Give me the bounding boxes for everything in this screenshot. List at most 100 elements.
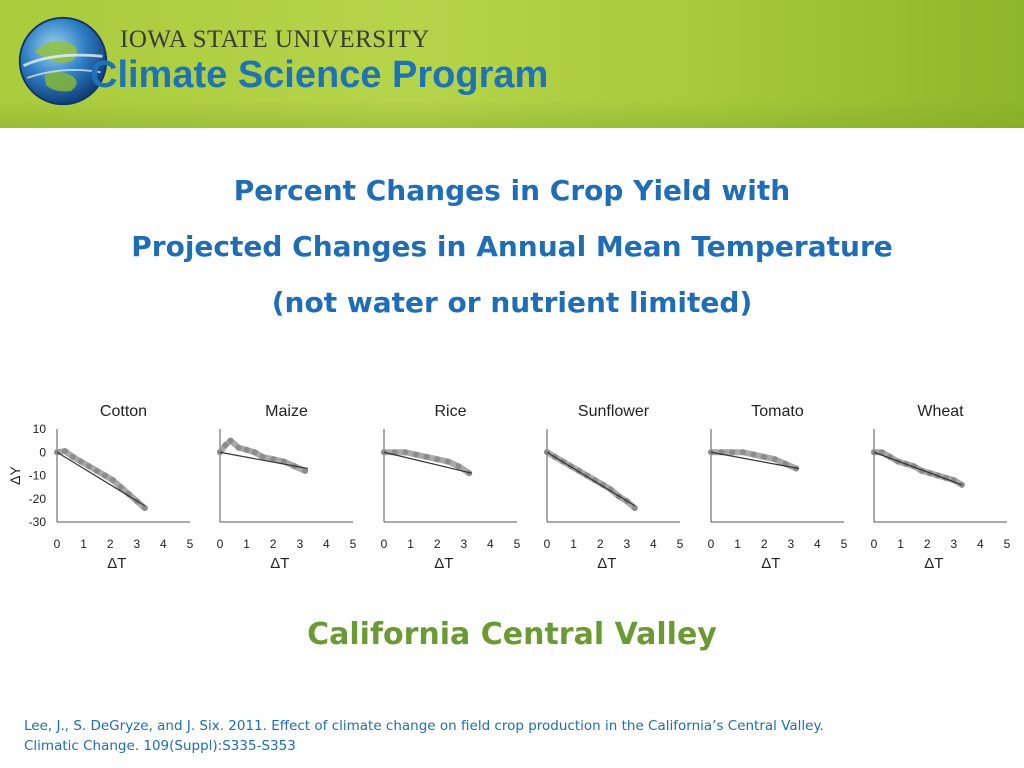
x-tick-label: 1 bbox=[897, 537, 904, 551]
data-point bbox=[412, 451, 419, 458]
program-name: Climate Science Program bbox=[90, 54, 549, 96]
x-tick-label: 0 bbox=[544, 537, 551, 551]
x-tick-label: 0 bbox=[217, 537, 224, 551]
header-band: IOWA STATE UNIVERSITY Climate Science Pr… bbox=[0, 0, 1024, 128]
panel-title: Sunflower bbox=[578, 403, 650, 420]
data-point bbox=[141, 505, 148, 512]
data-point bbox=[761, 453, 768, 460]
x-tick-label: 3 bbox=[460, 537, 467, 551]
x-tick-label: 3 bbox=[623, 537, 630, 551]
globe-logo-icon bbox=[18, 16, 108, 106]
panel-title: Rice bbox=[434, 403, 466, 420]
data-point bbox=[607, 486, 614, 493]
y-tick-label: -20 bbox=[29, 492, 47, 506]
data-point bbox=[631, 505, 638, 512]
panel-title: Tomato bbox=[751, 403, 804, 420]
x-tick-label: 0 bbox=[871, 537, 878, 551]
x-tick-label: 3 bbox=[787, 537, 794, 551]
data-point bbox=[259, 453, 266, 460]
data-point bbox=[444, 458, 451, 465]
data-point bbox=[302, 467, 309, 474]
panel-title: Cotton bbox=[100, 403, 147, 420]
x-tick-label: 3 bbox=[950, 537, 957, 551]
data-point bbox=[878, 449, 885, 456]
panel-title: Maize bbox=[265, 403, 308, 420]
university-name: IOWA STATE UNIVERSITY bbox=[120, 26, 430, 53]
data-point bbox=[101, 472, 108, 479]
x-tick-label: 1 bbox=[734, 537, 741, 551]
slide-title: Percent Changes in Crop Yield with Proje… bbox=[0, 163, 1024, 331]
data-point bbox=[251, 449, 258, 456]
data-point bbox=[599, 481, 606, 488]
data-point bbox=[434, 456, 441, 463]
x-tick-label: 5 bbox=[350, 537, 357, 551]
x-tick-label: 3 bbox=[133, 537, 140, 551]
data-point bbox=[402, 449, 409, 456]
x-tick-label: 4 bbox=[323, 537, 330, 551]
data-point bbox=[739, 449, 746, 456]
x-axis-label: ΔT bbox=[434, 555, 453, 572]
data-point bbox=[69, 453, 76, 460]
trend-line bbox=[710, 451, 799, 470]
x-tick-label: 0 bbox=[54, 537, 61, 551]
data-point bbox=[423, 453, 430, 460]
data-point bbox=[243, 446, 250, 453]
data-point bbox=[270, 456, 277, 463]
region-label: California Central Valley bbox=[307, 617, 717, 652]
data-point bbox=[117, 484, 124, 491]
x-tick-label: 2 bbox=[761, 537, 768, 551]
x-tick-label: 0 bbox=[381, 537, 388, 551]
x-tick-label: 3 bbox=[296, 537, 303, 551]
x-axis-label: ΔT bbox=[597, 555, 616, 572]
y-tick-label: 10 bbox=[33, 422, 47, 436]
data-point bbox=[109, 477, 116, 484]
x-tick-label: 4 bbox=[650, 537, 657, 551]
header-shade bbox=[0, 100, 1024, 128]
title-line-1: Percent Changes in Crop Yield with bbox=[233, 174, 791, 207]
data-point bbox=[280, 458, 287, 465]
data-point bbox=[235, 444, 242, 451]
x-tick-label: 5 bbox=[187, 537, 194, 551]
x-tick-label: 0 bbox=[708, 537, 715, 551]
data-point bbox=[93, 467, 100, 474]
x-tick-label: 5 bbox=[841, 537, 848, 551]
x-tick-label: 4 bbox=[814, 537, 821, 551]
panel-title: Wheat bbox=[917, 403, 964, 420]
data-point bbox=[222, 442, 229, 449]
trend-line bbox=[383, 451, 472, 474]
data-point bbox=[61, 448, 68, 455]
title-line-2: Projected Changes in Annual Mean Tempera… bbox=[131, 230, 893, 263]
y-tick-label: -10 bbox=[29, 469, 47, 483]
data-point bbox=[729, 449, 736, 456]
x-tick-label: 1 bbox=[243, 537, 250, 551]
x-tick-label: 2 bbox=[270, 537, 277, 551]
x-tick-label: 1 bbox=[80, 537, 87, 551]
x-tick-label: 2 bbox=[924, 537, 931, 551]
x-axis-label: ΔT bbox=[270, 555, 289, 572]
y-tick-label: 0 bbox=[39, 445, 46, 459]
data-point bbox=[391, 449, 398, 456]
x-tick-label: 2 bbox=[434, 537, 441, 551]
y-tick-label: -30 bbox=[29, 515, 47, 529]
title-line-3: (not water or nutrient limited) bbox=[271, 286, 753, 319]
x-tick-label: 4 bbox=[160, 537, 167, 551]
trend-line bbox=[873, 451, 962, 486]
x-tick-label: 5 bbox=[514, 537, 521, 551]
data-point bbox=[750, 451, 757, 458]
trend-line bbox=[546, 451, 636, 507]
data-point bbox=[455, 463, 462, 470]
trend-line bbox=[219, 451, 308, 470]
y-axis-label: ΔY bbox=[7, 466, 23, 485]
citation: Lee, J., S. DeGryze, and J. Six. 2011. E… bbox=[24, 716, 1004, 756]
x-axis-label: ΔT bbox=[761, 555, 780, 572]
trend-line bbox=[56, 451, 146, 507]
citation-line-2: Climatic Change. 109(Suppl):S335-S353 bbox=[24, 738, 296, 754]
x-tick-label: 2 bbox=[597, 537, 604, 551]
x-axis-label: ΔT bbox=[924, 555, 943, 572]
data-point bbox=[85, 463, 92, 470]
x-tick-label: 5 bbox=[677, 537, 684, 551]
citation-line-1: Lee, J., S. DeGryze, and J. Six. 2011. E… bbox=[24, 718, 824, 734]
x-tick-label: 1 bbox=[570, 537, 577, 551]
data-point bbox=[771, 456, 778, 463]
